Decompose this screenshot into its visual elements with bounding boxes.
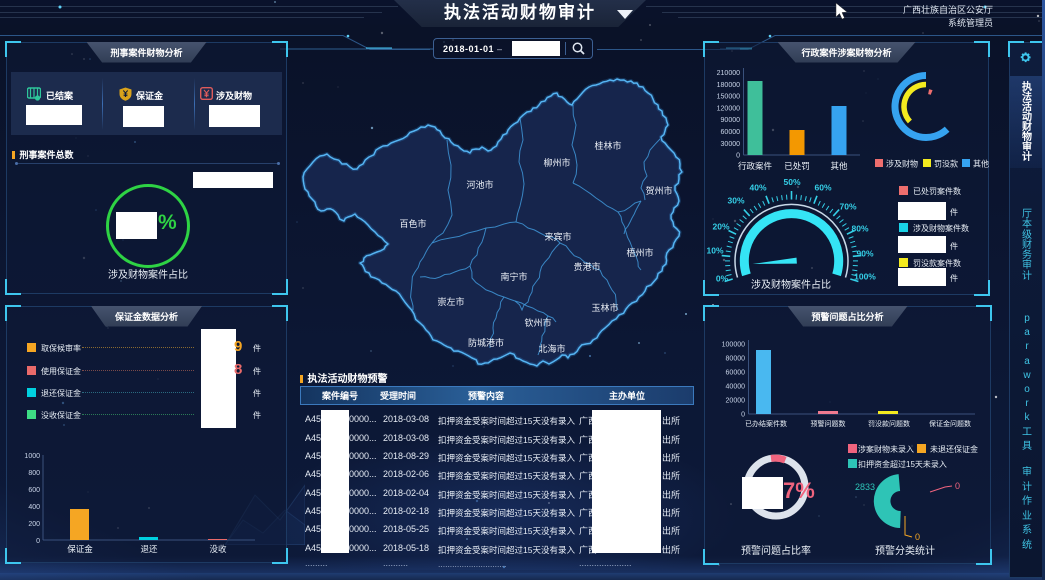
svg-text:50%: 50% — [783, 177, 800, 187]
svg-text:防城港市: 防城港市 — [468, 337, 504, 348]
svg-text:南宁市: 南宁市 — [500, 271, 527, 282]
svg-text:其他: 其他 — [830, 161, 848, 171]
svg-text:百色市: 百色市 — [399, 218, 426, 229]
svg-text:60000: 60000 — [721, 129, 741, 136]
svg-text:70%: 70% — [839, 202, 856, 212]
svg-text:罚没款问题数: 罚没款问题数 — [868, 419, 910, 428]
svg-text:100%: 100% — [854, 272, 876, 282]
svg-text:40%: 40% — [749, 183, 766, 193]
svg-text:1000: 1000 — [24, 453, 40, 460]
svg-text:保证金问题数: 保证金问题数 — [929, 419, 971, 428]
svg-text:河池市: 河池市 — [466, 179, 493, 190]
svg-text:贵港市: 贵港市 — [573, 261, 600, 272]
svg-text:件: 件 — [950, 241, 958, 251]
svg-text:30000: 30000 — [721, 141, 741, 148]
svg-text:涉及财物案件占比: 涉及财物案件占比 — [751, 278, 831, 291]
svg-text:预警分类统计: 预警分类统计 — [875, 544, 935, 557]
svg-text:80%: 80% — [851, 224, 868, 234]
svg-text:210000: 210000 — [717, 70, 740, 77]
svg-text:80000: 80000 — [726, 356, 746, 363]
svg-text:150000: 150000 — [717, 94, 740, 101]
svg-text:0: 0 — [736, 153, 740, 160]
svg-text:退还: 退还 — [140, 544, 158, 554]
svg-text:梧州市: 梧州市 — [626, 247, 653, 258]
svg-text:预警问题占比率: 预警问题占比率 — [741, 544, 811, 557]
svg-text:200: 200 — [28, 521, 40, 528]
svg-text:贺州市: 贺州市 — [645, 185, 672, 196]
svg-text:柳州市: 柳州市 — [543, 157, 570, 168]
svg-text:扣押资金超过15天未录入: 扣押资金超过15天未录入 — [858, 459, 947, 469]
svg-text:件: 件 — [950, 207, 958, 217]
svg-text:2833: 2833 — [855, 482, 875, 492]
svg-text:玉林市: 玉林市 — [591, 302, 618, 313]
svg-text:涉及财物: 涉及财物 — [886, 159, 918, 169]
svg-text:60%: 60% — [814, 183, 831, 193]
svg-text:10%: 10% — [706, 246, 723, 256]
svg-text:涉及财物案件数: 涉及财物案件数 — [913, 223, 969, 233]
svg-text:20%: 20% — [712, 222, 729, 232]
svg-text:90%: 90% — [856, 249, 873, 259]
svg-text:40000: 40000 — [726, 384, 746, 391]
svg-text:60000: 60000 — [726, 370, 746, 377]
svg-text:0%: 0% — [716, 274, 729, 284]
svg-text:0: 0 — [36, 538, 40, 545]
svg-text:涉案财物未录入: 涉案财物未录入 — [858, 444, 914, 454]
svg-text:保证金: 保证金 — [67, 544, 93, 554]
svg-text:180000: 180000 — [717, 82, 740, 89]
svg-text:90000: 90000 — [721, 117, 741, 124]
svg-text:罚没款: 罚没款 — [934, 159, 958, 169]
svg-text:桂林市: 桂林市 — [594, 140, 621, 151]
svg-text:北海市: 北海市 — [538, 343, 565, 354]
svg-text:崇左市: 崇左市 — [437, 296, 464, 307]
svg-text:行政案件: 行政案件 — [738, 161, 773, 171]
svg-text:120000: 120000 — [717, 105, 740, 112]
svg-text:30%: 30% — [727, 196, 744, 206]
svg-text:没收: 没收 — [209, 544, 227, 554]
svg-text:400: 400 — [28, 504, 40, 511]
svg-text:已处罚: 已处罚 — [784, 161, 810, 171]
svg-text:0: 0 — [915, 532, 920, 542]
svg-text:0: 0 — [955, 481, 960, 491]
svg-text:600: 600 — [28, 487, 40, 494]
svg-text:来宾市: 来宾市 — [544, 231, 571, 242]
svg-text:100000: 100000 — [722, 342, 745, 349]
svg-text:未退还保证金: 未退还保证金 — [930, 444, 978, 454]
svg-text:0: 0 — [741, 412, 745, 419]
svg-text:其他: 其他 — [973, 159, 989, 169]
svg-text:件: 件 — [950, 273, 958, 283]
svg-text:罚没款案件数: 罚没款案件数 — [913, 258, 961, 268]
svg-text:20000: 20000 — [726, 398, 746, 405]
svg-text:预警问题数: 预警问题数 — [811, 419, 846, 428]
svg-text:已处罚案件数: 已处罚案件数 — [913, 186, 961, 196]
svg-text:已办结案件数: 已办结案件数 — [745, 419, 787, 428]
svg-text:钦州市: 钦州市 — [524, 317, 551, 328]
svg-text:800: 800 — [28, 470, 40, 477]
